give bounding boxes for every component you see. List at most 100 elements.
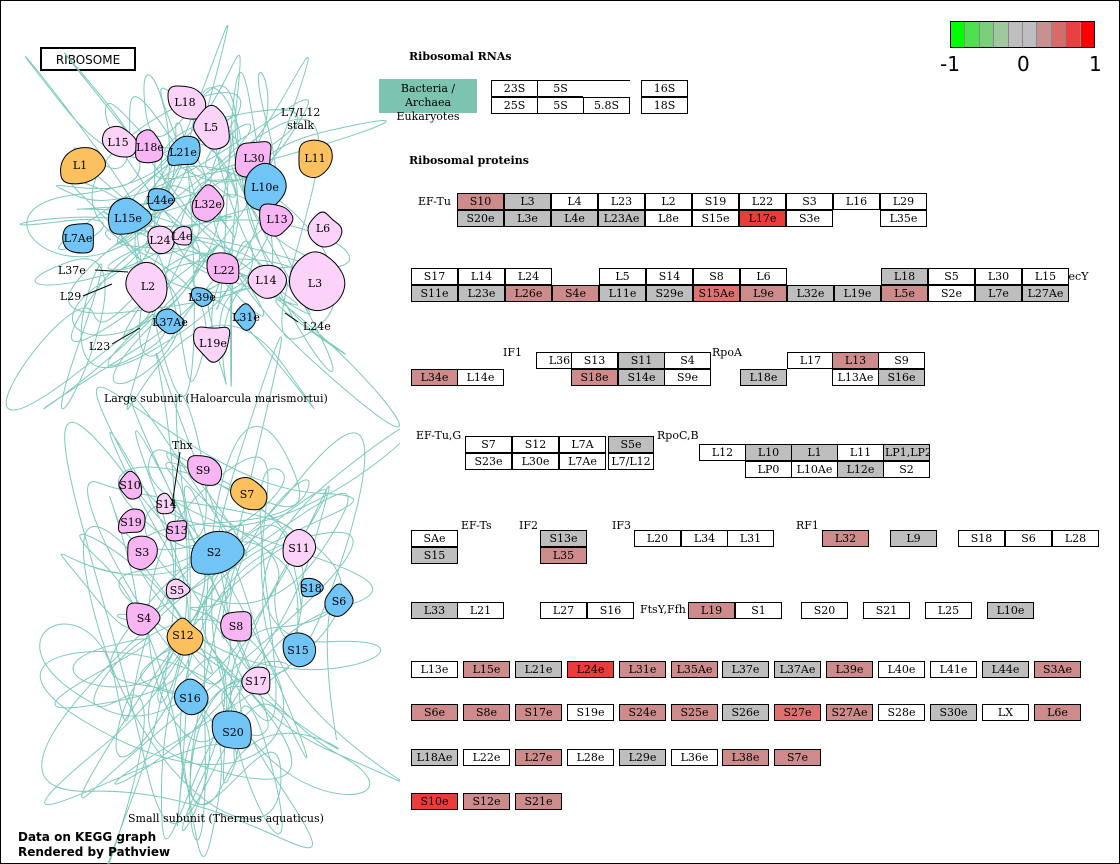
protein-box-l3e[interactable]: L3e: [504, 210, 551, 227]
protein-box-s26e[interactable]: S26e: [722, 704, 769, 721]
protein-box-s21e[interactable]: S21e: [515, 793, 562, 810]
protein-box-l2[interactable]: L2: [645, 193, 692, 210]
protein-box-s19[interactable]: S19: [692, 193, 739, 210]
protein-box-lx[interactable]: LX: [982, 704, 1029, 721]
protein-box-l27e[interactable]: L27e: [515, 749, 562, 766]
protein-box-l5[interactable]: L5: [599, 268, 646, 285]
protein-box-l12[interactable]: L12: [699, 444, 746, 461]
protein-box-s30e[interactable]: S30e: [930, 704, 977, 721]
protein-box-l36e[interactable]: L36e: [671, 749, 718, 766]
protein-box-l24e[interactable]: L24e: [567, 661, 614, 678]
protein-box-l35e[interactable]: L35e: [880, 210, 927, 227]
protein-box-l22e[interactable]: L22e: [463, 749, 510, 766]
rna-box-16s[interactable]: 16S: [641, 80, 688, 97]
protein-box-s11[interactable]: S11: [618, 352, 665, 369]
protein-box-l23e[interactable]: L23e: [458, 285, 505, 302]
protein-box-s20[interactable]: S20: [801, 602, 848, 619]
protein-box-l5e[interactable]: L5e: [881, 285, 928, 302]
protein-box-s13e[interactable]: S13e: [540, 530, 587, 547]
protein-box-l23ae[interactable]: L23Ae: [598, 210, 645, 227]
protein-box-s18[interactable]: S18: [958, 530, 1005, 547]
protein-box-l33[interactable]: L33: [411, 602, 458, 619]
protein-box-s14e[interactable]: S14e: [618, 369, 665, 386]
protein-box-l18ae[interactable]: L18Ae: [411, 749, 458, 766]
protein-box-s10e[interactable]: S10e: [411, 793, 458, 810]
protein-box-l29e[interactable]: L29e: [619, 749, 666, 766]
protein-box-s5e[interactable]: S5e: [608, 436, 654, 453]
protein-box-s7e[interactable]: S7e: [774, 749, 821, 766]
protein-box-l14e[interactable]: L14e: [457, 369, 504, 386]
protein-box-l39e[interactable]: L39e: [826, 661, 873, 678]
protein-box-s29e[interactable]: S29e: [646, 285, 693, 302]
protein-box-l19[interactable]: L19: [688, 602, 735, 619]
protein-box-l15e[interactable]: L15e: [463, 661, 510, 678]
protein-box-s18e[interactable]: S18e: [571, 369, 618, 386]
protein-box-l21[interactable]: L21: [457, 602, 504, 619]
protein-box-s17[interactable]: S17: [411, 268, 458, 285]
protein-box-s2e[interactable]: S2e: [928, 285, 975, 302]
protein-box-l37ae[interactable]: L37Ae: [774, 661, 821, 678]
protein-box-l7e[interactable]: L7e: [975, 285, 1022, 302]
protein-box-l40e[interactable]: L40e: [878, 661, 925, 678]
protein-box-l9e[interactable]: L9e: [740, 285, 787, 302]
protein-box-l24[interactable]: L24: [505, 268, 552, 285]
protein-box-l11e[interactable]: L11e: [599, 285, 646, 302]
protein-box-s5[interactable]: S5: [928, 268, 975, 285]
protein-box-l30[interactable]: L30: [975, 268, 1022, 285]
protein-box-l16[interactable]: L16: [833, 193, 880, 210]
protein-box-l35ae[interactable]: L35Ae: [671, 661, 718, 678]
protein-box-l13[interactable]: L13: [832, 352, 879, 369]
protein-box-s21[interactable]: S21: [863, 602, 910, 619]
protein-box-s15ae[interactable]: S15Ae: [693, 285, 740, 302]
protein-box-l1[interactable]: L1: [791, 444, 838, 461]
rna-box-23s[interactable]: 23S: [491, 80, 538, 97]
protein-box-l41e[interactable]: L41e: [930, 661, 977, 678]
protein-box-l18e[interactable]: L18e: [740, 369, 787, 386]
protein-box-l25[interactable]: L25: [925, 602, 972, 619]
protein-box-l3[interactable]: L3: [504, 193, 551, 210]
protein-box-l28[interactable]: L28: [1052, 530, 1099, 547]
protein-box-l6e[interactable]: L6e: [1034, 704, 1081, 721]
protein-box-s13[interactable]: S13: [571, 352, 618, 369]
protein-box-s27ae[interactable]: S27Ae: [826, 704, 873, 721]
protein-box-s15e[interactable]: S15e: [692, 210, 739, 227]
protein-box-l18[interactable]: L18: [881, 268, 928, 285]
protein-box-l34e[interactable]: L34e: [411, 369, 458, 386]
protein-box-l38e[interactable]: L38e: [722, 749, 769, 766]
protein-box-s4e[interactable]: S4e: [552, 285, 599, 302]
protein-box-s9[interactable]: S9: [878, 352, 925, 369]
protein-box-s8e[interactable]: S8e: [463, 704, 510, 721]
protein-box-l11[interactable]: L11: [837, 444, 884, 461]
protein-box-s24e[interactable]: S24e: [619, 704, 666, 721]
protein-box-l17[interactable]: L17: [787, 352, 834, 369]
protein-box-s3e[interactable]: S3e: [786, 210, 833, 227]
protein-box-s14[interactable]: S14: [646, 268, 693, 285]
protein-box-s17e[interactable]: S17e: [515, 704, 562, 721]
protein-box-l23[interactable]: L23: [598, 193, 645, 210]
protein-box-l8e[interactable]: L8e: [645, 210, 692, 227]
protein-box-l32e[interactable]: L32e: [787, 285, 834, 302]
protein-box-l30e[interactable]: L30e: [512, 453, 559, 470]
protein-box-s8[interactable]: S8: [693, 268, 740, 285]
protein-box-l6[interactable]: L6: [740, 268, 787, 285]
protein-box-l31[interactable]: L31: [727, 530, 774, 547]
protein-box-l7a[interactable]: L7A: [559, 436, 606, 453]
protein-box-s4[interactable]: S4: [664, 352, 711, 369]
rna-box-blank[interactable]: [583, 80, 630, 97]
protein-box-l10ae[interactable]: L10Ae: [791, 461, 838, 478]
protein-box-s12e[interactable]: S12e: [463, 793, 510, 810]
protein-box-l13e[interactable]: L13e: [411, 661, 458, 678]
protein-box-l10e[interactable]: L10e: [987, 602, 1034, 619]
protein-box-l27ae[interactable]: L27Ae: [1022, 285, 1069, 302]
protein-box-l7ae[interactable]: L7Ae: [559, 453, 606, 470]
protein-box-s7[interactable]: S7: [465, 436, 512, 453]
protein-box-s25e[interactable]: S25e: [671, 704, 718, 721]
protein-box-l21e[interactable]: L21e: [515, 661, 562, 678]
protein-box-s27e[interactable]: S27e: [774, 704, 821, 721]
protein-box-l4e[interactable]: L4e: [551, 210, 598, 227]
rna-box-5s[interactable]: 5S: [537, 97, 584, 114]
protein-box-l7-l12[interactable]: L7/L12: [608, 453, 654, 470]
rna-box-25s[interactable]: 25S: [491, 97, 538, 114]
protein-box-l17e[interactable]: L17e: [739, 210, 786, 227]
protein-box-l35[interactable]: L35: [540, 547, 587, 564]
